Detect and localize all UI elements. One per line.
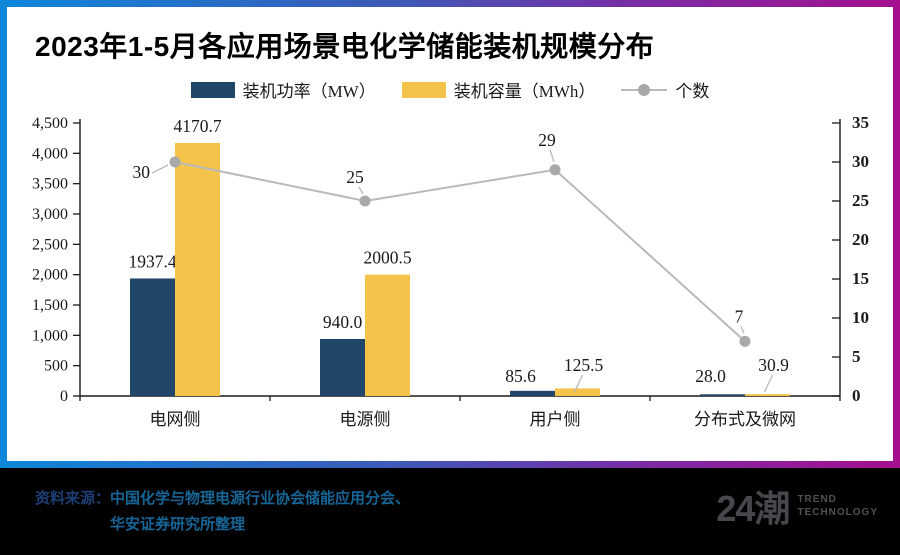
source-line-1: 中国化学与物理电源行业协会储能应用分会、 xyxy=(110,490,411,507)
bar-value-label: 940.0 xyxy=(323,312,363,332)
logo-sub-trend: TREND xyxy=(797,494,837,505)
source-line-2: 华安证券研究所整理 xyxy=(110,516,246,533)
left-axis-tick-label: 2,000 xyxy=(32,267,68,284)
count-point-用户侧 xyxy=(549,164,561,176)
bar-value-label: 30.9 xyxy=(758,355,789,375)
right-axis-tick-label: 15 xyxy=(852,269,869,288)
label-leader-line xyxy=(763,374,774,393)
left-axis-tick-label: 2,500 xyxy=(32,236,68,253)
category-label: 分布式及微网 xyxy=(694,410,796,429)
right-axis-tick-label: 10 xyxy=(852,308,869,327)
right-axis-tick-label: 0 xyxy=(852,386,861,405)
logo-24chao: 24潮 xyxy=(716,488,790,529)
count-point-电网侧 xyxy=(169,156,181,168)
left-axis-tick-label: 4,500 xyxy=(32,115,68,132)
label-leader-line xyxy=(151,164,169,174)
count-value-label: 30 xyxy=(133,162,151,182)
label-leader-line xyxy=(549,149,555,163)
legend-label-power: 装机功率（MW） xyxy=(242,82,376,101)
count-point-分布式及微网 xyxy=(739,335,751,347)
bar-value-label: 4170.7 xyxy=(173,116,221,136)
right-axis-tick-label: 5 xyxy=(852,347,861,366)
bar-value-label: 1937.4 xyxy=(128,251,176,271)
logo-subtitle: TREND TECHNOLOGY xyxy=(797,493,878,519)
data-source: 资料来源： 中国化学与物理电源行业协会储能应用分会、 华安证券研究所整理 xyxy=(35,486,410,538)
source-label: 资料来源： xyxy=(35,490,111,507)
chart-title: 2023年1-5月各应用场景电化学储能装机规模分布 xyxy=(35,31,655,62)
left-axis-tick-label: 1,000 xyxy=(32,327,68,344)
bar-power-分布式及微网 xyxy=(700,394,745,396)
right-axis-tick-label: 25 xyxy=(852,191,869,210)
legend-line-marker-icon xyxy=(621,82,668,98)
brand-logo: 24潮 TREND TECHNOLOGY xyxy=(716,480,878,532)
chart-legend: 装机功率（MW） 装机容量（MWh） 个数 xyxy=(7,77,893,102)
bar-capacity-分布式及微网 xyxy=(745,394,790,396)
bar-power-用户侧 xyxy=(510,390,555,396)
category-label: 用户侧 xyxy=(530,410,581,429)
logo-sub-technology: TECHNOLOGY xyxy=(797,507,878,518)
bar-value-label: 85.6 xyxy=(505,366,536,386)
chart-card: 2023年1-5月各应用场景电化学储能装机规模分布 装机功率（MW） 装机容量（… xyxy=(7,7,893,461)
left-axis-tick-label: 1,500 xyxy=(32,297,68,314)
count-point-电源侧 xyxy=(359,195,371,207)
source-text: 中国化学与物理电源行业协会储能应用分会、 华安证券研究所整理 xyxy=(110,486,410,538)
label-leader-line xyxy=(573,374,584,393)
bar-power-电网侧 xyxy=(130,278,175,396)
bar-capacity-用户侧 xyxy=(555,388,600,396)
dual-axis-bar-line-chart: 0 500 1,000 1,500 2,000 2,500 3,000 3,500 4,000 4… xyxy=(32,113,869,429)
bar-capacity-电源侧 xyxy=(365,274,410,396)
label-leader-line xyxy=(358,186,364,195)
legend-item-capacity: 装机容量（MWh） xyxy=(401,77,596,102)
legend-swatch-power xyxy=(190,81,235,98)
left-axis-tick-label: 500 xyxy=(44,358,68,375)
left-axis-tick-label: 4,000 xyxy=(32,145,68,162)
count-value-label: 7 xyxy=(735,306,744,326)
count-value-label: 29 xyxy=(538,130,556,150)
bar-value-label: 125.5 xyxy=(564,355,604,375)
bar-power-电源侧 xyxy=(320,338,365,396)
right-axis-tick-label: 20 xyxy=(852,230,869,249)
legend-swatch-capacity xyxy=(401,81,446,98)
left-axis-tick-label: 3,000 xyxy=(32,206,68,223)
bar-capacity-电网侧 xyxy=(175,142,220,396)
category-label: 电源侧 xyxy=(340,410,391,429)
right-axis-tick-label: 30 xyxy=(852,152,869,171)
legend-label-count: 个数 xyxy=(675,82,710,101)
legend-item-power: 装机功率（MW） xyxy=(190,77,376,102)
footer-band: 资料来源： 中国化学与物理电源行业协会储能应用分会、 华安证券研究所整理 24潮… xyxy=(0,468,900,555)
bar-value-label: 2000.5 xyxy=(363,248,411,268)
chart-card-frame: 2023年1-5月各应用场景电化学储能装机规模分布 装机功率（MW） 装机容量（… xyxy=(0,0,900,468)
label-leader-line xyxy=(740,326,745,334)
bar-value-label: 28.0 xyxy=(695,366,726,386)
left-axis-tick-label: 3,500 xyxy=(32,176,68,193)
count-value-label: 25 xyxy=(346,167,364,187)
legend-label-capacity: 装机容量（MWh） xyxy=(453,82,596,101)
left-axis-tick-label: 0 xyxy=(60,388,68,405)
count-line xyxy=(174,161,746,343)
category-label: 电网侧 xyxy=(150,410,201,429)
legend-item-count: 个数 xyxy=(621,77,709,102)
right-axis-tick-label: 35 xyxy=(852,113,869,132)
